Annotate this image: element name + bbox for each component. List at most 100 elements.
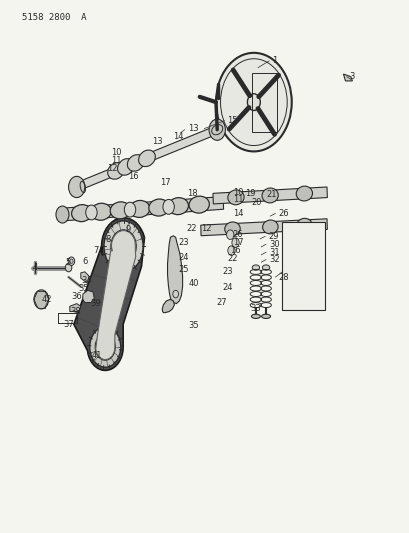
Text: 28: 28 xyxy=(278,272,288,281)
Polygon shape xyxy=(70,304,81,312)
Ellipse shape xyxy=(148,199,169,216)
Circle shape xyxy=(90,327,120,367)
Text: 22: 22 xyxy=(227,254,238,263)
Text: 11: 11 xyxy=(111,156,121,165)
Ellipse shape xyxy=(168,198,188,215)
Text: 15: 15 xyxy=(227,116,237,125)
Ellipse shape xyxy=(296,219,311,232)
Ellipse shape xyxy=(138,150,155,167)
Circle shape xyxy=(65,263,72,272)
Text: 41: 41 xyxy=(92,351,102,360)
Text: 35: 35 xyxy=(188,321,199,330)
Text: 9: 9 xyxy=(125,225,130,234)
Circle shape xyxy=(173,290,178,298)
Circle shape xyxy=(162,199,174,214)
Circle shape xyxy=(216,53,291,151)
Ellipse shape xyxy=(129,200,149,217)
Text: 5158 2800  A: 5158 2800 A xyxy=(22,13,86,22)
Text: 34: 34 xyxy=(81,276,91,285)
Polygon shape xyxy=(212,187,326,204)
Ellipse shape xyxy=(91,203,111,220)
Text: 24: 24 xyxy=(178,253,189,262)
Polygon shape xyxy=(167,236,182,304)
Polygon shape xyxy=(76,126,218,191)
Text: 13: 13 xyxy=(187,124,198,133)
Text: 32: 32 xyxy=(269,255,279,264)
Text: 35: 35 xyxy=(79,284,89,293)
Text: 11: 11 xyxy=(232,195,243,204)
Circle shape xyxy=(34,290,49,309)
Ellipse shape xyxy=(261,188,278,203)
Text: 27: 27 xyxy=(216,298,226,307)
Circle shape xyxy=(56,206,69,223)
Circle shape xyxy=(110,230,136,263)
Circle shape xyxy=(68,257,74,265)
Polygon shape xyxy=(200,219,326,236)
Text: 30: 30 xyxy=(269,240,279,249)
Text: 26: 26 xyxy=(232,230,243,239)
Text: 1: 1 xyxy=(272,56,277,65)
Text: 39: 39 xyxy=(90,299,101,308)
Circle shape xyxy=(100,341,110,353)
Ellipse shape xyxy=(262,220,277,234)
Ellipse shape xyxy=(295,186,312,201)
Circle shape xyxy=(247,94,260,110)
Circle shape xyxy=(227,246,234,255)
Text: 21: 21 xyxy=(265,190,276,199)
Text: 6: 6 xyxy=(83,257,88,265)
Text: 13: 13 xyxy=(152,138,162,147)
Circle shape xyxy=(95,334,115,360)
Text: 22: 22 xyxy=(186,224,197,233)
Text: 12: 12 xyxy=(200,224,211,233)
Text: 10: 10 xyxy=(232,188,243,197)
Polygon shape xyxy=(96,231,135,360)
Text: 25: 25 xyxy=(178,265,189,273)
Text: 19: 19 xyxy=(244,189,255,198)
Circle shape xyxy=(104,221,143,272)
Text: 23: 23 xyxy=(178,238,189,247)
Ellipse shape xyxy=(261,314,270,318)
Text: 20: 20 xyxy=(250,198,261,207)
Text: 26: 26 xyxy=(278,209,288,218)
Circle shape xyxy=(209,119,225,140)
Text: 24: 24 xyxy=(222,282,232,292)
Ellipse shape xyxy=(251,314,260,318)
Text: 5: 5 xyxy=(65,258,71,266)
Ellipse shape xyxy=(127,155,144,171)
Text: 38: 38 xyxy=(70,307,81,316)
Text: 8: 8 xyxy=(105,236,110,245)
Ellipse shape xyxy=(189,196,209,213)
Text: 29: 29 xyxy=(267,232,278,241)
Bar xyxy=(282,222,324,310)
Text: 33: 33 xyxy=(250,304,261,313)
Ellipse shape xyxy=(110,202,130,219)
Text: 4: 4 xyxy=(33,263,38,272)
Text: 16: 16 xyxy=(127,172,138,181)
Ellipse shape xyxy=(252,265,259,270)
Text: 7: 7 xyxy=(93,246,98,255)
Text: 14: 14 xyxy=(173,132,183,141)
Ellipse shape xyxy=(262,265,269,270)
Text: 36: 36 xyxy=(71,292,82,301)
Polygon shape xyxy=(74,218,144,370)
Text: 12: 12 xyxy=(107,165,117,173)
Text: 31: 31 xyxy=(269,248,279,257)
Text: 17: 17 xyxy=(160,178,171,187)
Text: 18: 18 xyxy=(186,189,197,198)
Text: 16: 16 xyxy=(230,246,240,255)
Polygon shape xyxy=(343,74,352,81)
Circle shape xyxy=(85,205,97,220)
Circle shape xyxy=(68,176,85,198)
Polygon shape xyxy=(62,197,223,221)
Ellipse shape xyxy=(108,163,124,179)
Text: 37: 37 xyxy=(63,320,74,329)
Circle shape xyxy=(124,202,135,217)
Ellipse shape xyxy=(72,205,92,222)
Text: 17: 17 xyxy=(232,238,243,247)
Polygon shape xyxy=(81,272,89,284)
Text: 42: 42 xyxy=(41,295,52,304)
Ellipse shape xyxy=(117,159,134,175)
Text: 40: 40 xyxy=(188,279,199,288)
Text: 23: 23 xyxy=(222,268,233,276)
Ellipse shape xyxy=(224,222,240,236)
